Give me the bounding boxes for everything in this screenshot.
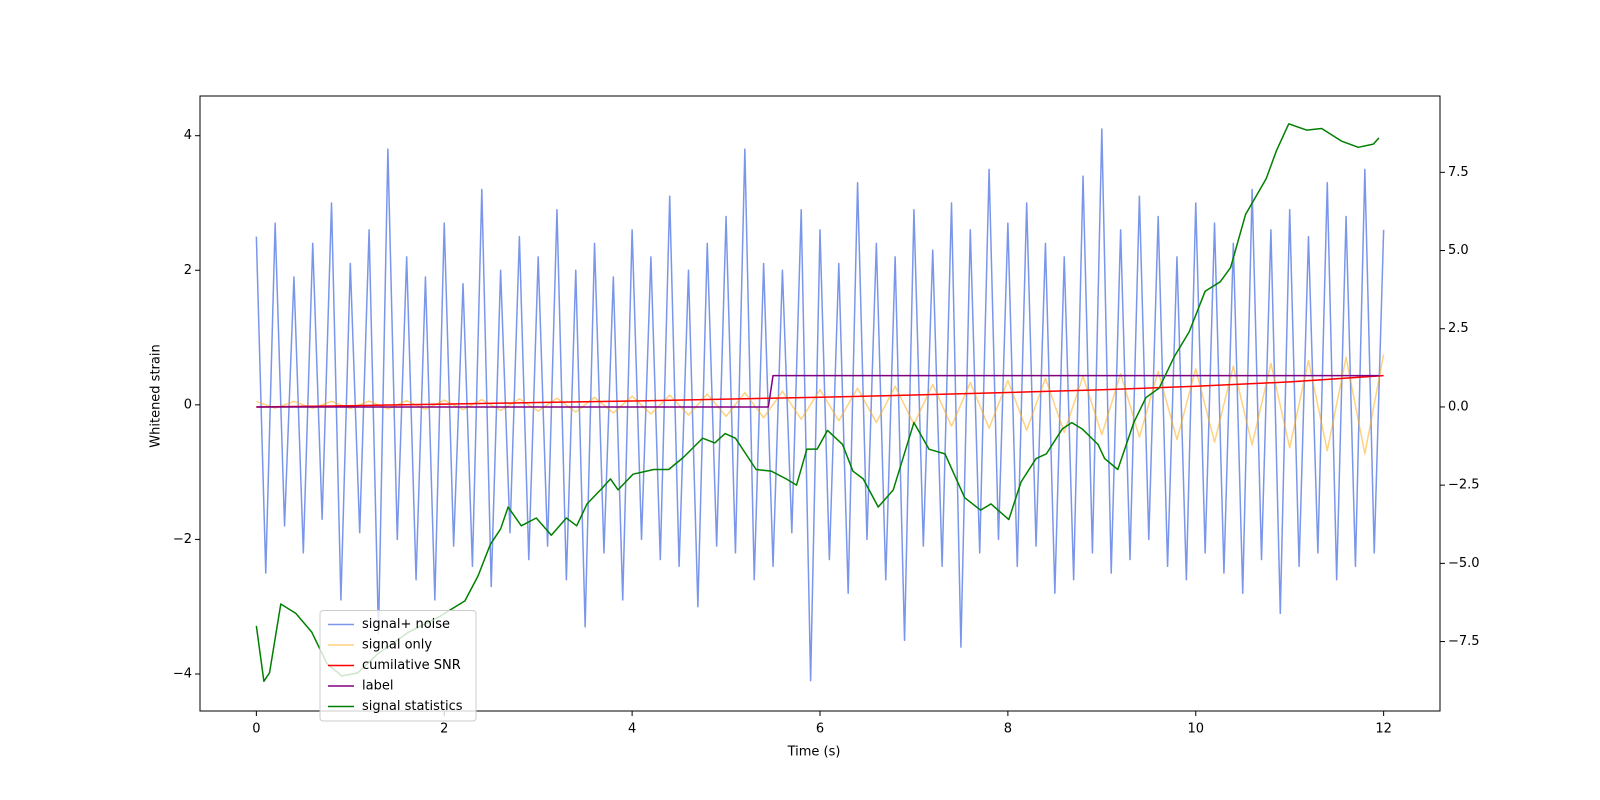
y-tick-label: 2	[184, 263, 192, 278]
legend-label: signal statistics	[362, 699, 463, 714]
y-tick-label: 0	[184, 397, 192, 412]
x-tick-label: 0	[252, 722, 260, 737]
y2-tick-label: 2.5	[1448, 321, 1469, 336]
plot-frame	[199, 95, 1441, 712]
x-tick-label: 10	[1187, 722, 1204, 737]
series-line	[256, 354, 1385, 455]
series-line	[255, 128, 1385, 682]
y2-tick-label: 7.5	[1448, 165, 1469, 180]
legend-label: signal+ noise	[362, 617, 450, 632]
series-line	[255, 123, 1380, 683]
x-tick-label: 4	[628, 722, 636, 737]
y2-tick-label: −2.5	[1448, 478, 1480, 493]
y-tick-label: 4	[184, 128, 192, 143]
legend-label: signal only	[362, 638, 432, 653]
x-tick-label: 8	[1004, 722, 1012, 737]
y-axis-label: Whitened strain	[149, 344, 164, 447]
plot-area	[255, 123, 1385, 683]
x-axis-label: Time (s)	[787, 745, 841, 760]
series-line	[256, 374, 1379, 408]
y-tick-label: −2	[173, 532, 192, 547]
y-tick-label: −4	[173, 666, 192, 681]
legend-label: label	[362, 679, 393, 694]
x-tick-label: 2	[440, 722, 448, 737]
x-tick-label: 12	[1375, 722, 1392, 737]
series-line	[256, 374, 1384, 408]
y2-tick-label: 5.0	[1448, 243, 1469, 258]
x-tick-label: 6	[816, 722, 824, 737]
legend-label: cumilative SNR	[362, 658, 461, 673]
y2-tick-label: 0.0	[1448, 399, 1469, 414]
y2-tick-label: −7.5	[1448, 634, 1480, 649]
y2-tick-label: −5.0	[1448, 556, 1480, 571]
legend-box	[319, 610, 477, 722]
